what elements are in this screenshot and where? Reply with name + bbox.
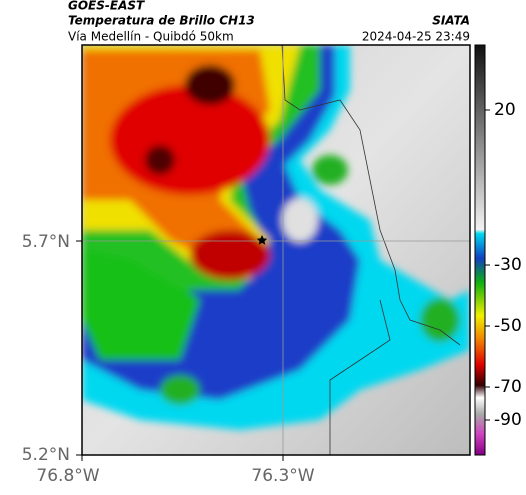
source: SIATA [432,14,470,28]
region: Vía Medellín - Quibdó 50km [68,30,234,44]
colorbar-label: -70 [494,377,522,397]
colorbar-label: -30 [494,255,522,275]
colorbar-label: 20 [494,100,516,120]
colorbar-label: -50 [494,316,522,336]
lat-label: 5.7°N [22,232,70,252]
satellite: GOES-EAST [68,0,145,13]
lat-label: 5.2°N [22,445,70,465]
product: Temperatura de Brillo CH13 [68,14,255,28]
map-frame [81,44,471,456]
lon-label: 76.3°W [251,466,314,486]
colorbar [474,44,486,456]
satellite-image [82,45,470,455]
lon-label: 76.8°W [36,466,99,486]
colorbar-label: -90 [494,410,522,430]
timestamp: 2024-04-25 23:49 [362,30,470,44]
